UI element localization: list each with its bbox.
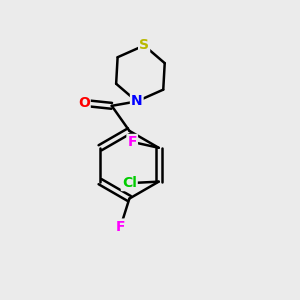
Text: O: O	[78, 96, 90, 110]
Text: F: F	[128, 135, 137, 149]
Text: S: S	[139, 38, 149, 52]
Text: Cl: Cl	[122, 176, 137, 190]
Text: N: N	[131, 94, 142, 108]
Text: F: F	[116, 220, 125, 234]
